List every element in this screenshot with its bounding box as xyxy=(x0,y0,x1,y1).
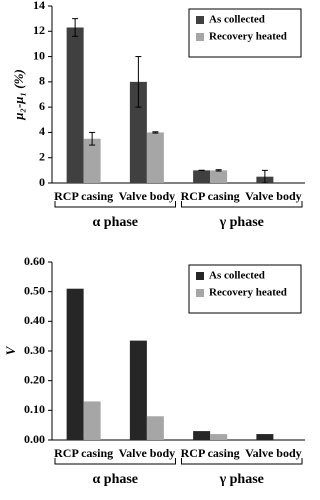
error-bar xyxy=(215,169,222,172)
y-tick-label: 0.50 xyxy=(24,283,45,297)
y-axis-title: μ₂-μ₁ (%) xyxy=(11,69,26,121)
bar xyxy=(193,431,211,440)
x-tick-label: RCP casing xyxy=(181,189,240,203)
y-tick-label: 0 xyxy=(39,175,45,189)
y-tick-label: 0.20 xyxy=(24,372,45,386)
bar xyxy=(256,434,274,440)
group-label: γ phase xyxy=(219,215,264,230)
group-label: γ phase xyxy=(219,472,264,487)
error-bar xyxy=(152,131,159,134)
group-bracket xyxy=(54,201,176,208)
y-tick-label: 0.60 xyxy=(24,254,45,268)
figure: 0 2 4 6 8 10 12 14 μ₂-μ₁ (%) RCP casing Valve body… xyxy=(3,0,305,487)
legend-label: Recovery heated xyxy=(209,287,287,299)
bar xyxy=(193,170,211,183)
y-axis-title: V xyxy=(3,345,18,355)
legend-box xyxy=(188,264,302,314)
bar xyxy=(66,27,84,183)
legend-label: As collected xyxy=(209,14,265,26)
legend-swatch xyxy=(196,16,204,24)
y-tick-label: 0.00 xyxy=(24,432,45,446)
error-bar xyxy=(261,169,268,184)
group-bracket xyxy=(181,458,303,465)
x-tick-label: Valve body xyxy=(119,446,176,460)
legend-label: As collected xyxy=(209,270,265,282)
x-tick-label: RCP casing xyxy=(181,446,240,460)
y-tick-label: 8 xyxy=(39,74,45,88)
y-tick-label: 0.40 xyxy=(24,313,45,327)
group-label: α phase xyxy=(92,215,138,230)
group-bracket xyxy=(181,201,303,208)
y-tick-label: 6 xyxy=(39,99,45,113)
x-tick-label: Valve body xyxy=(119,189,176,203)
bar xyxy=(129,340,147,440)
legend-swatch xyxy=(196,33,204,41)
bar xyxy=(210,170,228,183)
y-tick-label: 14 xyxy=(33,0,45,12)
legend-swatch xyxy=(196,289,204,297)
y-tick-label: 0.30 xyxy=(24,343,45,357)
group-label: α phase xyxy=(92,472,138,487)
y-tick-label: 12 xyxy=(33,23,45,37)
y-tick-label: 2 xyxy=(39,149,45,163)
x-tick-label: RCP casing xyxy=(54,446,113,460)
bar xyxy=(83,138,101,183)
x-tick-label: Valve body xyxy=(245,446,302,460)
legend-swatch xyxy=(196,272,204,280)
group-bracket xyxy=(54,458,176,465)
bar xyxy=(83,401,101,440)
bar xyxy=(129,81,147,183)
bar xyxy=(146,132,164,183)
error-bar xyxy=(72,18,79,37)
y-tick-label: 0.10 xyxy=(24,402,45,416)
legend-box xyxy=(188,8,302,58)
error-bar xyxy=(135,56,142,108)
x-tick-label: RCP casing xyxy=(54,189,113,203)
y-tick-label: 4 xyxy=(39,124,45,138)
error-bar xyxy=(89,131,96,146)
bar xyxy=(66,288,84,440)
bar xyxy=(146,416,164,440)
legend-label: Recovery heated xyxy=(209,31,287,43)
bar xyxy=(210,434,228,440)
x-tick-label: Valve body xyxy=(245,189,302,203)
y-tick-label: 10 xyxy=(33,48,45,62)
